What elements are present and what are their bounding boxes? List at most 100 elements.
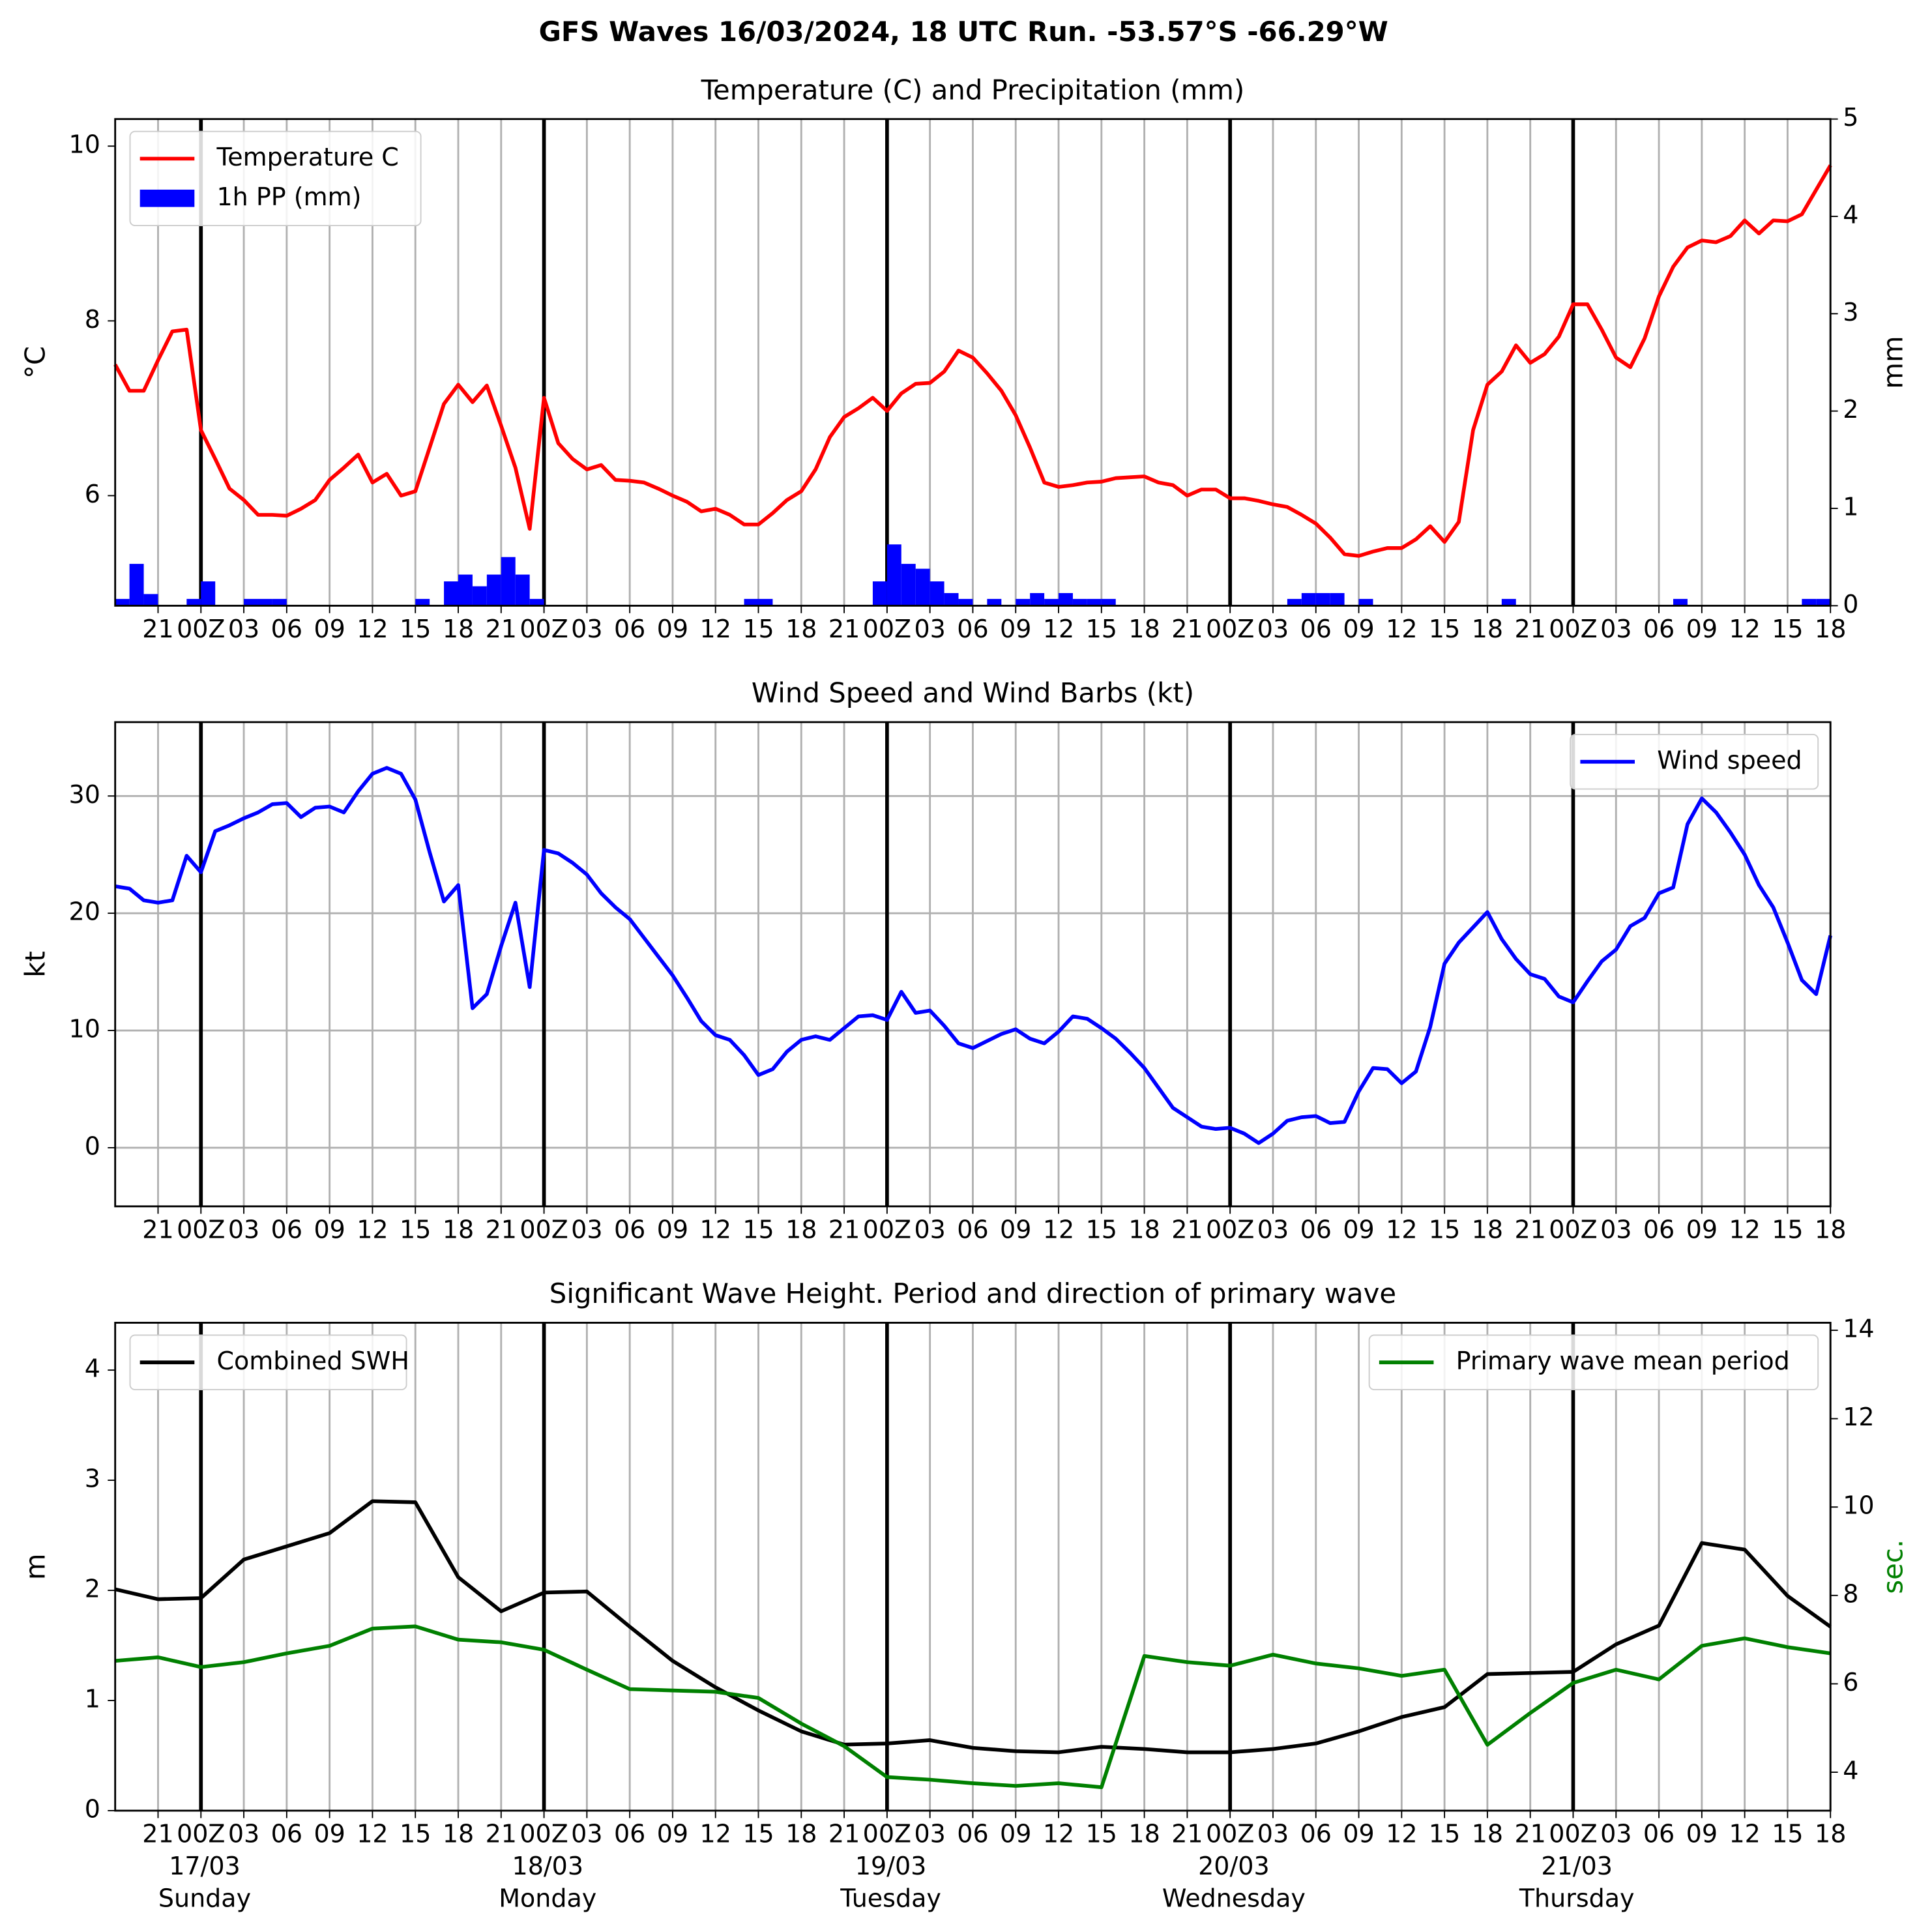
x-tick-label: 21 [486,1215,517,1244]
x-tick-label: 06 [1300,615,1332,643]
y-axis-label: m [20,1553,51,1580]
bar [1072,598,1087,606]
legend-label: Wind speed [1657,746,1802,774]
y-tick-label: 8 [85,305,100,334]
x-tick-label: 03 [228,615,259,643]
x-tick-label: 00Z [1206,1820,1254,1848]
day-label: Wednesday [1162,1884,1306,1912]
x-tick-label: 21 [1515,1215,1546,1244]
bar [1802,598,1817,606]
day-label: Sunday [158,1884,251,1912]
y2-axis-label: sec. [1877,1539,1909,1594]
date-label: 18/03 [512,1852,584,1880]
y-tick-label: 4 [85,1354,100,1383]
day-label: Thursday [1519,1884,1635,1912]
y-tick-label: 3 [85,1465,100,1493]
y-tick-label: 20 [69,897,100,926]
bar [1315,592,1330,606]
bar [915,568,930,606]
x-tick-label: 15 [1086,1820,1117,1848]
x-tick-label: 15 [1772,1820,1803,1848]
x-tick-label: 12 [1043,1820,1074,1848]
x-tick-label: 18 [785,1820,817,1848]
x-tick-label: 12 [357,1820,388,1848]
x-tick-label: 03 [228,1820,259,1848]
x-tick-label: 06 [1300,1215,1332,1244]
x-tick-label: 00Z [1549,1820,1597,1848]
bar [486,574,501,606]
x-tick-label: 12 [357,615,388,643]
x-tick-label: 09 [314,1215,345,1244]
legend-label: 1h PP (mm) [217,182,362,211]
subplot-title: Temperature (C) and Precipitation (mm) [701,74,1245,106]
x-tick-label: 00Z [177,1215,225,1244]
x-tick-label: 00Z [863,615,911,643]
x-tick-label: 00Z [1206,615,1254,643]
x-tick-label: 03 [1257,1820,1289,1848]
x-tick-label: 12 [1386,1820,1417,1848]
x-tick-label: 03 [571,1820,602,1848]
x-tick-label: 15 [400,1215,431,1244]
y-tick-label: 2 [85,1575,100,1603]
legend-label: Combined SWH [217,1347,409,1375]
line [115,766,1832,1145]
x-tick-label: 03 [914,1820,945,1848]
x-tick-label: 06 [957,1215,988,1244]
x-tick-label: 00Z [1206,1215,1254,1244]
x-tick-label: 21 [1515,615,1546,643]
x-tick-label: 06 [614,615,645,643]
x-tick-label: 21 [486,1820,517,1848]
subplot-title: Significant Wave Height. Period and dire… [549,1277,1396,1309]
x-tick-label: 09 [657,1820,688,1848]
x-tick-label: 06 [271,1820,302,1848]
x-tick-label: 06 [1643,615,1675,643]
y2-tick-label: 5 [1843,103,1858,132]
line [115,1499,1832,1755]
bar [1673,598,1688,606]
x-tick-label: 18 [1472,1215,1503,1244]
x-tick-label: 06 [957,615,988,643]
bar [987,598,1002,606]
x-tick-label: 18 [1128,1820,1160,1848]
legend-label: Primary wave mean period [1456,1347,1790,1375]
x-tick-label: 12 [1729,615,1760,643]
y2-tick-label: 4 [1843,1757,1858,1785]
x-tick-label: 00Z [520,615,568,643]
y2-tick-label: 0 [1843,590,1858,619]
x-tick-label: 03 [1257,1215,1289,1244]
bar [1059,592,1073,606]
y2-axis-label: mm [1877,336,1909,388]
x-tick-label: 18 [1128,1215,1160,1244]
bar [444,581,458,606]
x-tick-label: 12 [700,1215,731,1244]
x-tick-label: 09 [1686,615,1718,643]
x-tick-label: 06 [1643,1820,1675,1848]
bar [1044,598,1059,606]
y2-tick-label: 6 [1843,1668,1858,1697]
y-tick-label: 6 [85,480,100,508]
plot-frame [114,721,1832,1208]
y2-tick-label: 1 [1843,493,1858,521]
x-tick-label: 09 [314,1820,345,1848]
bar [1101,598,1116,606]
date-label: 20/03 [1198,1852,1270,1880]
bar [186,598,201,606]
x-tick-label: 03 [571,615,602,643]
bar [1087,598,1102,606]
x-tick-label: 09 [657,1215,688,1244]
x-tick-label: 12 [1729,1820,1760,1848]
x-tick-label: 12 [700,1820,731,1848]
x-tick-label: 21 [142,1215,173,1244]
legend-box [1570,734,1819,790]
x-tick-label: 15 [1772,1215,1803,1244]
x-tick-label: 00Z [863,1820,911,1848]
bar [744,598,759,606]
x-tick-label: 18 [1472,1820,1503,1848]
x-tick-label: 15 [1429,1215,1460,1244]
x-tick-label: 00Z [520,1215,568,1244]
y-tick-label: 0 [85,1795,100,1824]
date-label: 17/03 [169,1852,241,1880]
x-tick-label: 18 [443,1215,474,1244]
bar [458,574,473,606]
